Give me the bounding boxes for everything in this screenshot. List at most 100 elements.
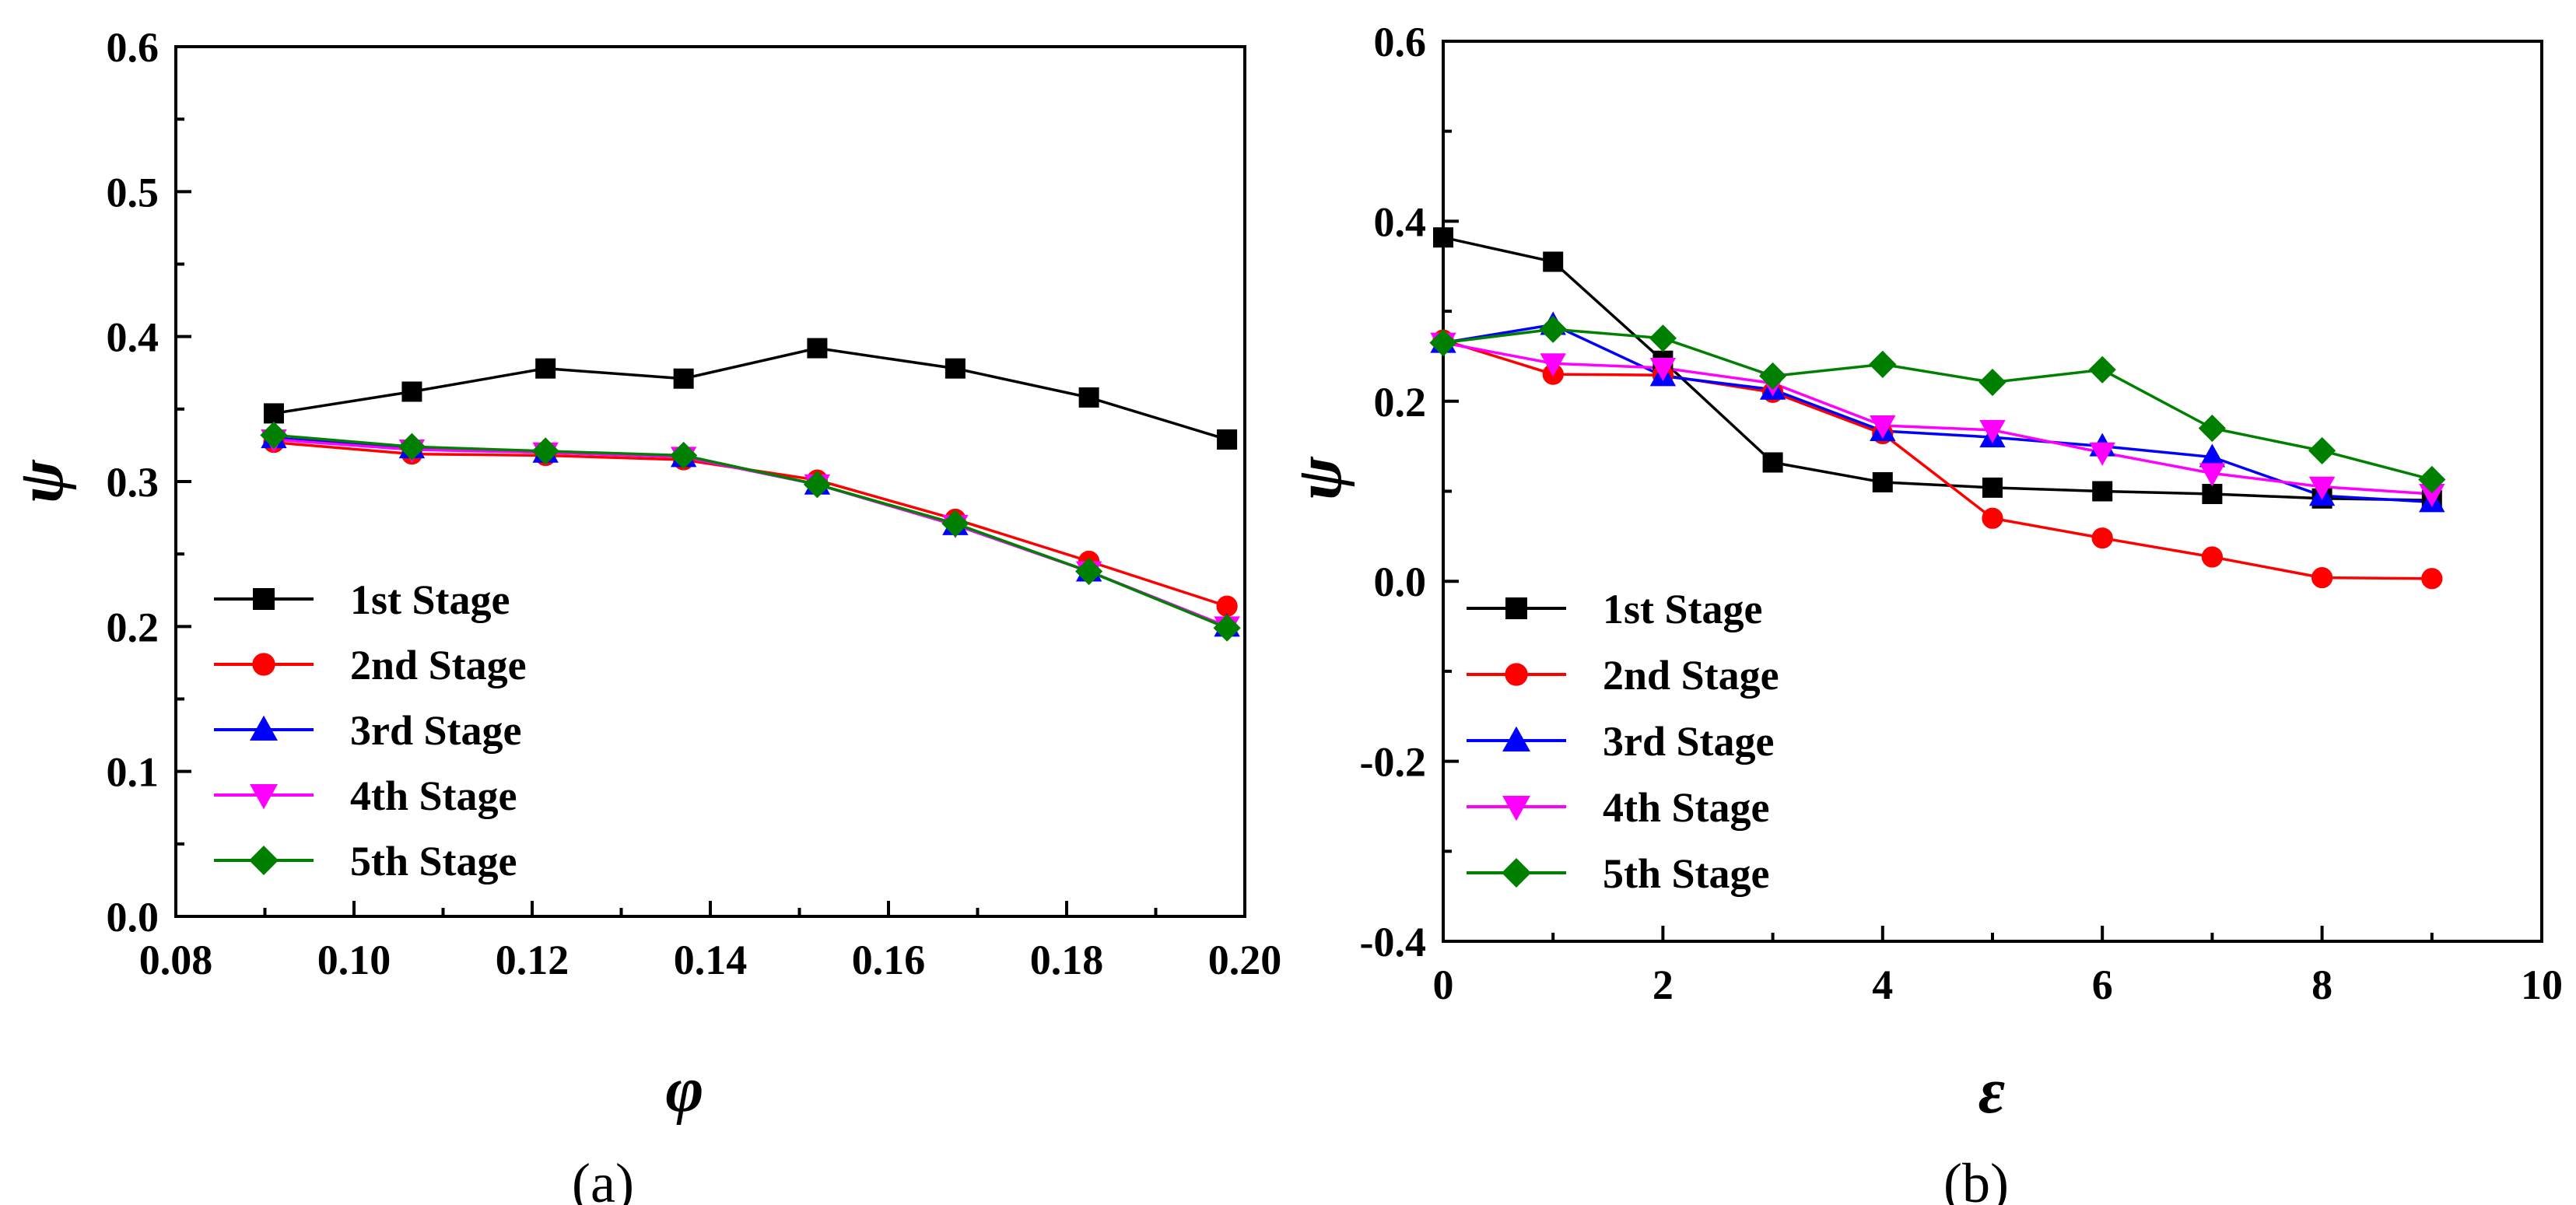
- series-line: [273, 433, 1228, 629]
- legend-label: 3rd Stage: [350, 707, 521, 754]
- data-point: [1429, 328, 1457, 357]
- data-point: [2202, 483, 2223, 504]
- data-point: [1433, 227, 1453, 248]
- data-point: [535, 358, 556, 379]
- data-point: [2088, 356, 2116, 384]
- data-point: [1217, 429, 1238, 450]
- data-point: [1649, 357, 1677, 382]
- legend-marker: [1505, 597, 1527, 619]
- legend-label: 2nd Stage: [350, 642, 527, 688]
- data-point: [1216, 595, 1238, 617]
- series-line: [1442, 341, 2432, 496]
- data-point: [673, 368, 694, 389]
- y-tick-label: 0.5: [107, 169, 159, 215]
- data-point: [260, 421, 288, 449]
- y-tick-label: 0.2: [1374, 379, 1427, 426]
- y-tick-label: 0.3: [107, 459, 159, 506]
- legend-marker: [1502, 726, 1530, 751]
- data-point: [1872, 471, 1893, 492]
- legend-label: 1st Stage: [1603, 586, 1762, 632]
- x-tick-label: 10: [2521, 962, 2563, 1008]
- x-tick-label: 0.18: [1030, 937, 1104, 983]
- x-axis-label: φ: [665, 1053, 703, 1126]
- x-tick-label: 8: [2311, 962, 2332, 1008]
- data-point: [1982, 477, 2003, 498]
- x-tick-label: 4: [1872, 962, 1893, 1008]
- legend-label: 4th Stage: [1603, 784, 1770, 831]
- x-tick-label: 6: [2092, 962, 2113, 1008]
- data-point: [1539, 315, 1567, 343]
- data-point: [941, 510, 969, 538]
- data-point: [2308, 476, 2336, 500]
- y-tick-label: 0.2: [107, 604, 159, 650]
- data-point: [263, 403, 284, 424]
- data-point: [1213, 614, 1241, 642]
- data-point: [1762, 452, 1783, 473]
- data-point: [2092, 481, 2113, 502]
- y-tick-label: 0.0: [1374, 559, 1427, 605]
- y-axis-label: ψ: [1283, 456, 1355, 500]
- y-tick-label: 0.4: [107, 314, 159, 361]
- x-tick-label: 0.14: [674, 937, 748, 983]
- legend-label: 5th Stage: [350, 838, 517, 884]
- data-point: [531, 437, 559, 465]
- data-point: [1758, 362, 1787, 391]
- legend-label: 2nd Stage: [1603, 652, 1779, 699]
- x-tick-label: 0: [1433, 962, 1454, 1008]
- data-point: [2308, 436, 2336, 465]
- plot-frame: [174, 45, 1246, 918]
- data-point: [670, 441, 698, 470]
- series-line: [1442, 323, 2432, 504]
- legend-marker: [253, 588, 275, 610]
- data-point: [1982, 507, 2003, 529]
- data-point: [2091, 527, 2113, 549]
- data-point: [1075, 557, 1103, 586]
- x-tick-label: 0.08: [139, 937, 213, 983]
- x-tick-label: 0.10: [317, 937, 391, 983]
- data-point: [2089, 442, 2115, 466]
- panel-caption: (b): [1943, 1152, 2009, 1205]
- data-point: [2199, 463, 2226, 487]
- data-point: [2311, 566, 2333, 589]
- panel-caption: (a): [572, 1152, 634, 1205]
- legend-marker: [1505, 663, 1528, 686]
- series-line: [273, 346, 1228, 441]
- y-tick-label: 0.1: [107, 749, 159, 796]
- series-line: [1442, 236, 2432, 502]
- y-tick-label: -0.4: [1360, 919, 1426, 965]
- series-line: [1442, 338, 2432, 580]
- data-point: [2418, 465, 2446, 494]
- data-point: [2421, 568, 2443, 590]
- data-point: [1979, 419, 2006, 443]
- legend-label: 4th Stage: [350, 772, 517, 819]
- chart-panel-a: 0.08 0.10 0.12 0.14 0.16 0.18 0.20 0.0 0.1 0.2 0.3…: [5, 24, 1281, 1205]
- data-point: [401, 381, 422, 402]
- series-line: [1442, 328, 2433, 482]
- legend-marker: [250, 715, 278, 741]
- data-point: [1870, 415, 1896, 440]
- legend-marker: [1502, 796, 1530, 821]
- legend-label: 1st Stage: [350, 576, 510, 623]
- data-point: [1869, 350, 1897, 378]
- chart-panel-b: 0 2 4 6 8 10 -0.4 -0.2 0.0 0.2 0.4 0.6 ψ ε (b) 1st Stag…: [1283, 19, 2563, 1205]
- data-point: [1543, 251, 1564, 272]
- data-point: [1978, 368, 2006, 397]
- legend-marker: [252, 653, 275, 676]
- data-point: [803, 471, 832, 499]
- y-axis-label: ψ: [5, 459, 77, 503]
- x-axis-label: ε: [1978, 1055, 2005, 1127]
- data-point: [2201, 546, 2223, 568]
- data-point: [1078, 387, 1099, 408]
- y-tick-label: 0.4: [1374, 198, 1427, 245]
- legend-marker: [1502, 858, 1531, 888]
- x-tick-label: 0.20: [1208, 937, 1282, 983]
- data-point: [2198, 414, 2227, 443]
- data-point: [1649, 324, 1677, 352]
- y-tick-label: 0.6: [107, 24, 159, 71]
- data-point: [807, 338, 828, 359]
- y-tick-label: 0.0: [107, 894, 159, 941]
- legend-label: 5th Stage: [1603, 850, 1770, 897]
- legend-marker: [249, 846, 279, 875]
- x-tick-label: 2: [1652, 962, 1674, 1008]
